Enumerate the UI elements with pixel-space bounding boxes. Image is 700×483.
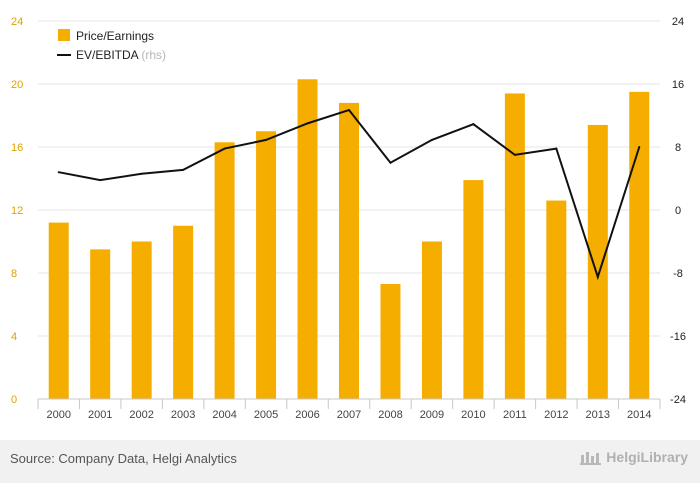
y-right-tick-label: -8 [673,268,683,280]
y-right-tick-label: 24 [672,16,684,28]
bar [214,142,235,399]
y-right-tick-label: 16 [672,79,684,91]
legend-swatch-price-earnings [58,29,70,41]
x-tick-label: 2001 [88,409,112,421]
bar [463,180,484,399]
y-right-tick-label: 8 [675,142,681,154]
x-tick-label: 2008 [378,409,402,421]
line-point [265,138,268,141]
line-point [348,108,350,111]
x-tick-label: 2000 [46,409,70,421]
line-point [638,146,641,148]
line-point [140,172,143,175]
y-left-tick-label: 24 [11,16,23,28]
bar [48,222,69,399]
x-tick-label: 2011 [503,409,527,421]
bar [421,241,442,399]
bar [587,124,608,399]
x-tick-label: 2005 [254,409,278,421]
legend-label-rhs-note: (rhs) [141,48,166,62]
brand-name: HelgiLibrary [606,449,688,465]
line-point [555,147,558,150]
x-tick-label: 2007 [337,409,361,421]
library-icon [580,452,602,465]
legend-label-ev-ebitda: EV/EBITDA (rhs) [76,48,166,62]
y-right-tick-label: -16 [670,331,686,343]
line-point [57,171,60,174]
line-point [223,147,226,150]
x-tick-label: 2014 [627,409,651,421]
source-note: Source: Company Data, Helgi Analytics [10,451,237,466]
x-tick-label: 2006 [295,409,319,421]
bar [173,225,194,399]
footer: Source: Company Data, Helgi Analytics He… [0,440,700,483]
line-point [182,168,185,171]
bar [297,79,318,400]
axes: 0 4 8 12 16 20 24 -24 -16 -8 0 8 16 24 2000 2001 2002 200… [11,16,686,421]
x-tick-label: 2010 [461,409,485,421]
chart-area: 0 4 8 12 16 20 24 -24 -16 -8 0 8 16 24 2000 2001 2002 200… [11,16,686,421]
bar [380,284,401,399]
y-right-tick-label: -24 [670,394,686,406]
bar [339,102,359,400]
y-left-tick-label: 8 [11,268,17,280]
y-left-tick-label: 20 [11,79,23,91]
y-right-tick-label: 0 [675,205,681,217]
x-tick-label: 2002 [129,409,153,421]
bar [546,200,567,399]
bar [629,91,650,399]
y-left-tick-label: 0 [11,394,17,406]
x-tick-label: 2013 [586,409,610,421]
y-left-tick-label: 16 [11,142,23,154]
x-tick-label: 2003 [171,409,195,421]
line-series-ev-ebitda [57,108,641,281]
line-point [513,153,516,156]
x-tick-label: 2004 [212,409,236,421]
y-left-tick-label: 12 [11,205,23,217]
y-left-tick-label: 4 [11,331,17,343]
line-point [389,161,392,164]
line-point [99,179,102,182]
x-tick-label: 2009 [420,409,444,421]
bar [504,93,525,399]
line-point [430,138,433,141]
bar [90,249,111,399]
bar [256,131,277,399]
legend: Price/Earnings EV/EBITDA (rhs) [57,29,166,62]
x-tick-label: 2012 [544,409,568,421]
legend-label-price-earnings: Price/Earnings [76,29,154,43]
line-point [472,123,475,126]
bar [131,241,152,399]
line-point [596,275,599,278]
bar-series-price-earnings [48,79,650,400]
brand-logo: HelgiLibrary [580,449,688,465]
line-point [306,122,309,125]
